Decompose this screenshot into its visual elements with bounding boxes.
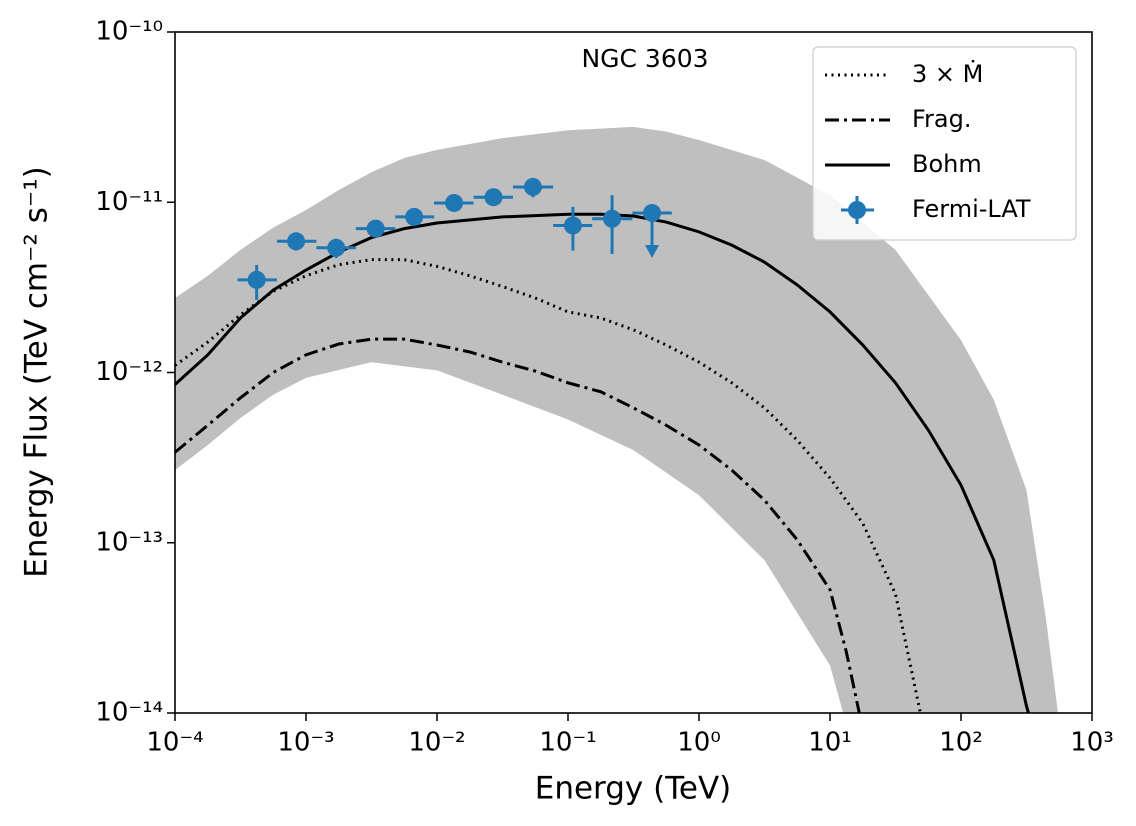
data-point [484, 188, 503, 207]
data-point [523, 177, 542, 196]
data-point [603, 209, 622, 228]
data-point [287, 232, 306, 251]
y-axis-label: Energy Flux (TeV cm⁻² s⁻¹) [19, 166, 55, 578]
legend-box [812, 46, 1077, 241]
data-point [563, 216, 582, 235]
y-tick-label: 10⁻¹³ [95, 527, 163, 557]
y-tick-label: 10⁻¹⁴ [95, 698, 163, 728]
legend-label: Bohm [912, 150, 982, 178]
x-tick-label: 10³ [1070, 728, 1114, 758]
y-tick-label: 10⁻¹⁰ [95, 17, 163, 47]
data-point [247, 270, 266, 289]
data-point [643, 203, 662, 222]
data-point [327, 238, 346, 257]
y-tick-label: 10⁻¹¹ [95, 187, 163, 217]
data-point [366, 219, 385, 238]
legend-label: Frag. [912, 105, 972, 133]
legend-label: Fermi-LAT [912, 195, 1031, 223]
x-tick-label: 10⁻¹ [539, 728, 596, 758]
data-point [445, 193, 464, 212]
model-line [175, 258, 922, 713]
model-line [175, 337, 861, 713]
x-tick-label: 10² [939, 728, 983, 758]
uncertainty-band [175, 126, 1058, 713]
legend-label: 3 × Ṁ [912, 59, 983, 88]
data-point [405, 207, 424, 226]
upper-limit-head [645, 244, 660, 258]
x-tick-label: 10⁰ [677, 728, 721, 758]
plot-area [175, 126, 1058, 713]
y-tick-label: 10⁻¹² [95, 357, 163, 387]
x-tick-label: 10¹ [808, 728, 852, 758]
x-axis-label: Energy (TeV) [535, 771, 732, 807]
legend-marker [848, 201, 866, 219]
chart-title: NGC 3603 [581, 44, 708, 73]
x-tick-label: 10⁻⁴ [146, 728, 203, 758]
x-tick-label: 10⁻³ [277, 728, 334, 758]
x-tick-label: 10⁻² [408, 728, 465, 758]
